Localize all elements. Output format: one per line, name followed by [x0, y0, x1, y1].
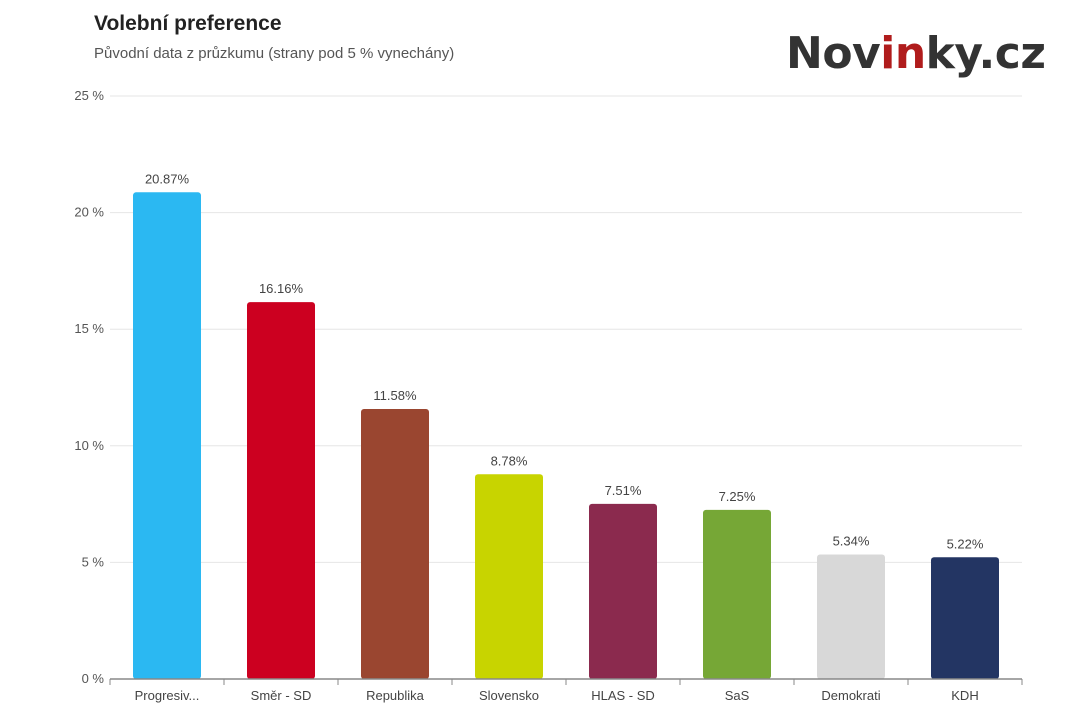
x-tick-label: Republika: [366, 688, 425, 703]
data-label: 16.16%: [259, 281, 304, 296]
bar: [703, 509, 771, 679]
chart-subtitle: Původní data z průzkumu (strany pod 5 % …: [94, 45, 455, 62]
novinky-logo: Novinky.cz: [786, 28, 1046, 79]
bar: [475, 474, 543, 679]
x-tick-label: Progresiv...: [135, 688, 200, 703]
data-label: 5.34%: [833, 533, 870, 548]
x-tick-label: KDH: [951, 688, 978, 703]
data-label: 8.78%: [491, 453, 528, 468]
y-tick-label: 5 %: [82, 554, 105, 569]
data-label: 7.25%: [719, 489, 756, 504]
bar: [133, 192, 201, 680]
data-label: 7.51%: [605, 483, 642, 498]
x-tick-label: Směr - SD: [251, 688, 312, 703]
y-tick-label: 10 %: [74, 438, 104, 453]
data-label: 11.58%: [373, 388, 417, 403]
chart-title: Volební preference: [94, 12, 282, 35]
bar: [931, 557, 999, 679]
bar: [817, 554, 885, 679]
y-tick-label: 25 %: [74, 88, 104, 103]
x-tick-label: HLAS - SD: [591, 688, 655, 703]
data-label: 5.22%: [947, 536, 984, 551]
x-tick-label: Demokrati: [821, 688, 880, 703]
x-tick-label: Slovensko: [479, 688, 539, 703]
bar: [589, 503, 657, 679]
y-tick-label: 15 %: [74, 321, 104, 336]
x-tick-label: SaS: [725, 688, 750, 703]
y-tick-label: 20 %: [74, 205, 104, 220]
bar: [247, 302, 315, 679]
bar: [361, 408, 429, 679]
data-label: 20.87%: [145, 171, 190, 186]
y-tick-label: 0 %: [82, 671, 105, 686]
